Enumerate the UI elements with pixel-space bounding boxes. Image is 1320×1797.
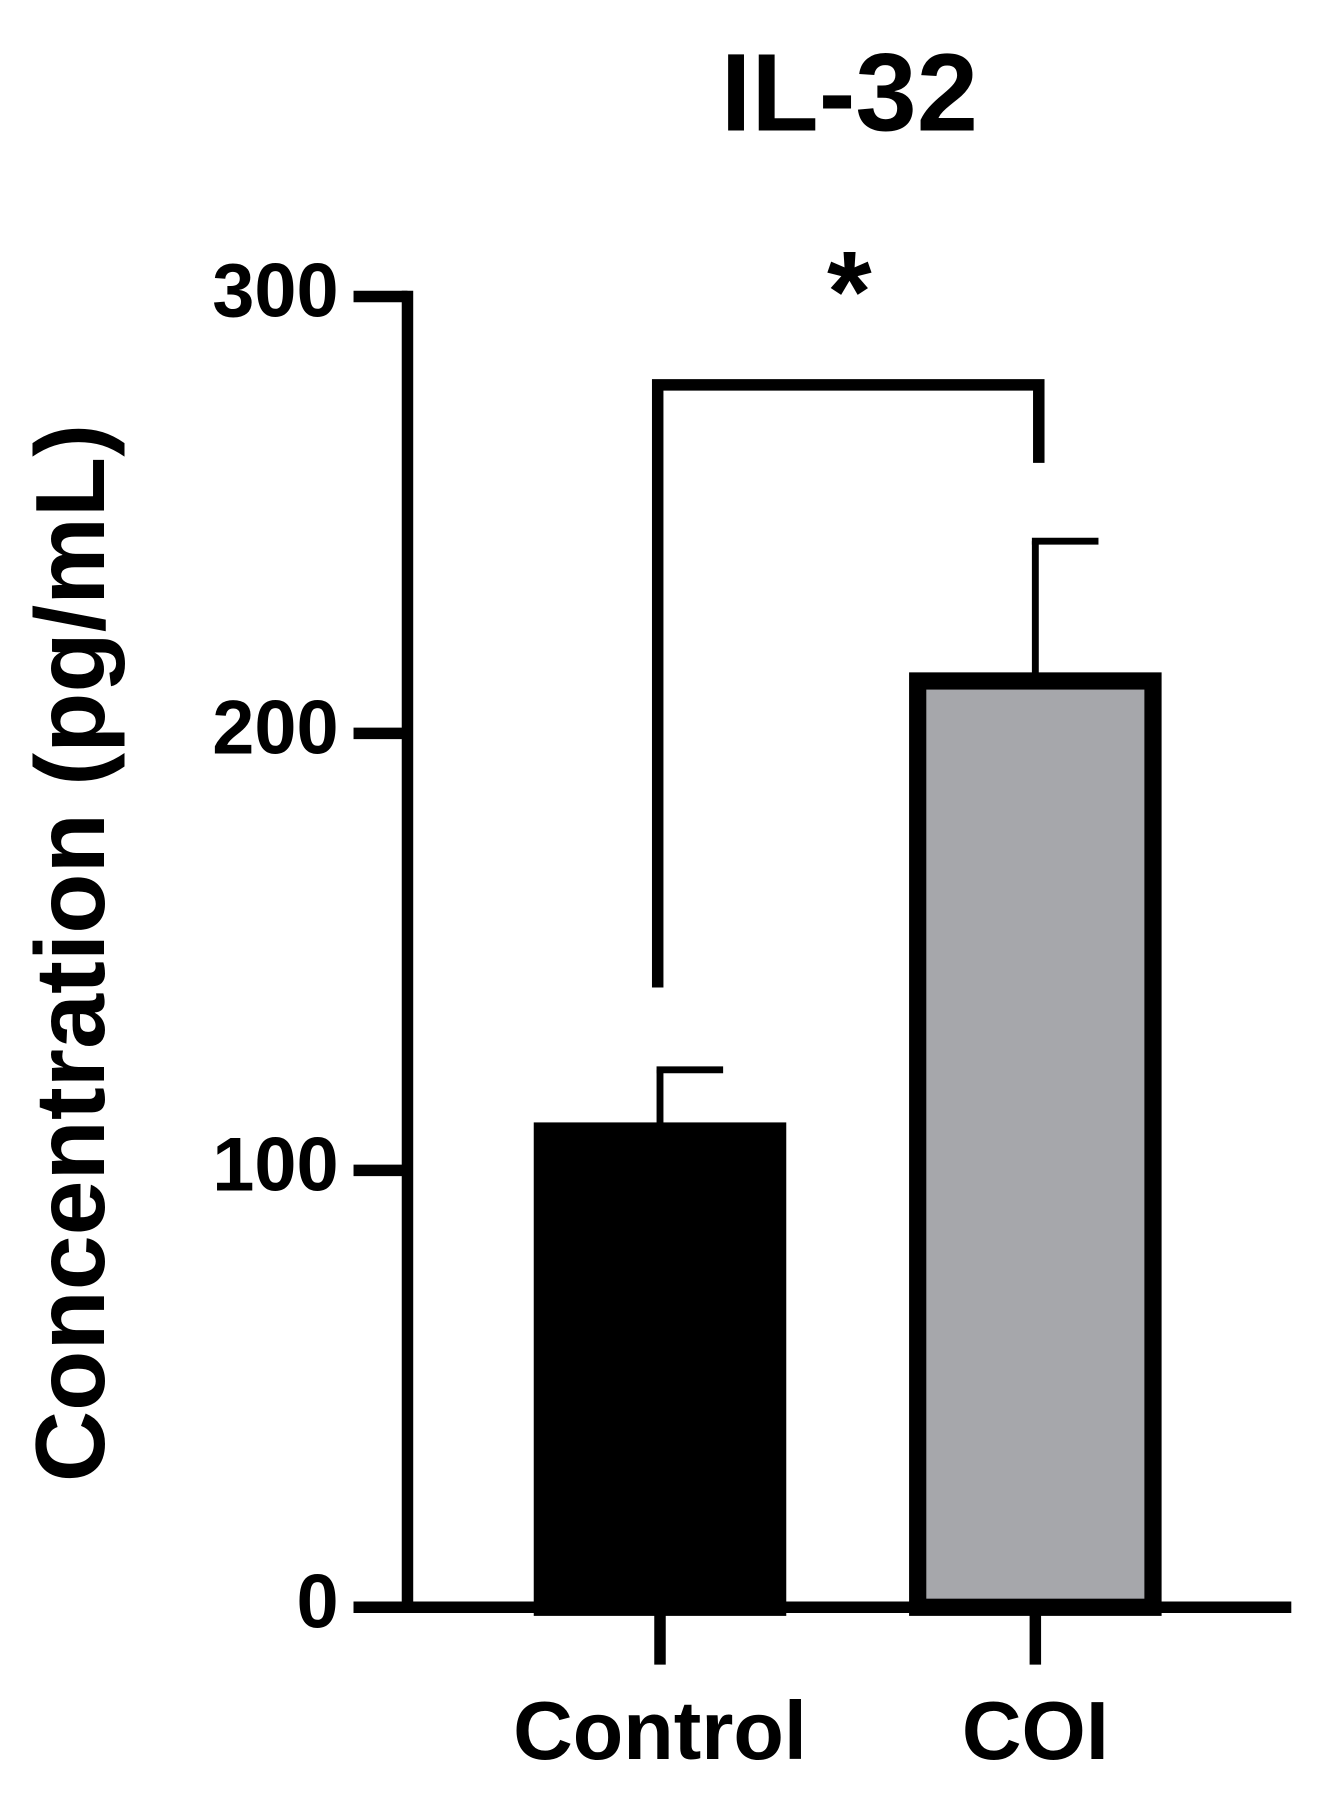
significance-bracket (651, 379, 1045, 988)
x-tick-label: COI (962, 1684, 1109, 1777)
bar (533, 1122, 787, 1616)
x-tick-label: Control (513, 1684, 807, 1777)
y-tick-label: 0 (296, 1559, 338, 1644)
y-axis-label: Concentration (pg/mL) (15, 424, 125, 1482)
chart-title: IL-32 (721, 31, 978, 154)
bar (909, 672, 1162, 1616)
y-tick-label: 300 (212, 248, 338, 333)
y-tick-label: 100 (212, 1122, 338, 1207)
significance-marker: * (827, 228, 872, 356)
y-tick-label: 200 (212, 685, 338, 770)
